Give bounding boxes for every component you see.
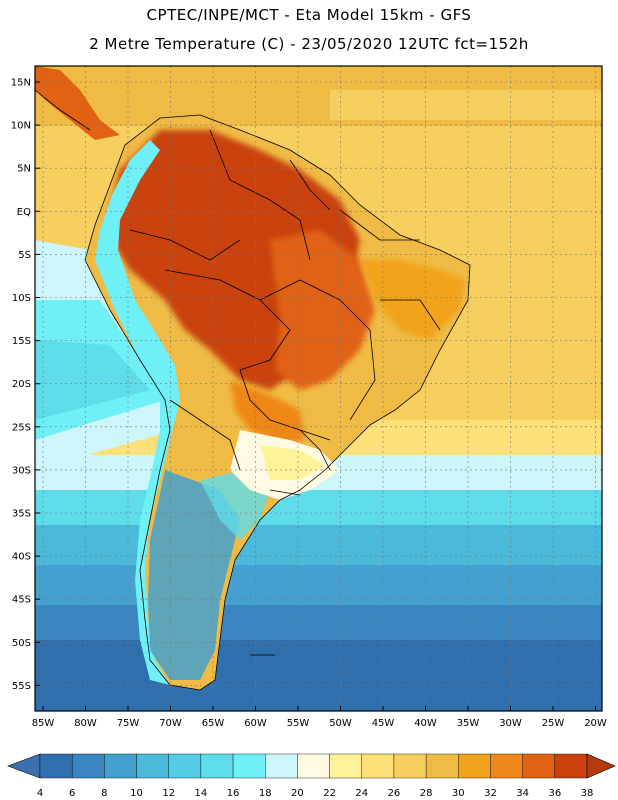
- lon-label: 80W: [74, 718, 97, 729]
- lat-label: 30S: [12, 465, 31, 476]
- colorbar-swatch: [490, 753, 523, 779]
- lat-label: 50S: [12, 638, 31, 649]
- colorbar-tick-label: 26: [388, 788, 401, 799]
- lon-label: 20W: [584, 718, 607, 729]
- colorbar-swatch: [393, 753, 427, 779]
- lat-label: 25S: [12, 422, 31, 433]
- colorbar-tick-label: 10: [130, 788, 143, 799]
- lon-label: 40W: [414, 718, 437, 729]
- colorbar-tick-label: 32: [484, 788, 497, 799]
- lon-label: 60W: [244, 718, 267, 729]
- colorbar-tick-label: 18: [259, 788, 272, 799]
- lon-label: 75W: [117, 718, 140, 729]
- colorbar-swatch: [425, 753, 459, 779]
- colorbar-swatch: [361, 753, 395, 779]
- lat-label: 15S: [12, 336, 31, 347]
- colorbar-swatch: [200, 753, 234, 779]
- colorbar-tick-label: 8: [101, 788, 107, 799]
- lat-label: 40S: [12, 552, 31, 563]
- colorbar-swatch: [168, 753, 202, 779]
- lat-label: 45S: [12, 595, 31, 606]
- title-line-1: CPTEC/INPE/MCT - Eta Model 15km - GFS: [146, 6, 472, 24]
- colorbar-swatch: [39, 753, 73, 779]
- lon-label: 70W: [159, 718, 182, 729]
- lon-label: 85W: [32, 718, 55, 729]
- lat-label: EQ: [17, 207, 31, 218]
- colorbar-tick-label: 20: [291, 788, 304, 799]
- colorbar-over-arrow: [586, 753, 616, 779]
- colorbar-tick-label: 6: [69, 788, 75, 799]
- colorbar-swatch: [458, 753, 491, 779]
- colorbar-swatch: [232, 753, 266, 779]
- lat-label: 15N: [11, 78, 31, 89]
- colorbar-tick-label: 16: [227, 788, 240, 799]
- colorbar-swatch: [522, 753, 556, 779]
- latitude-labels: 15N 10N 5N EQ 5S 10S 15S 20S 25S 30S 35S 40S 45S 50S 5…: [11, 78, 40, 692]
- lon-label: 25W: [542, 718, 565, 729]
- temperature-field: [35, 66, 602, 711]
- colorbar-swatch: [329, 753, 362, 779]
- colorbar-tick-label: 34: [516, 788, 529, 799]
- lat-label: 10N: [11, 121, 31, 132]
- lat-label: 5N: [17, 164, 31, 175]
- colorbar-swatch: [265, 753, 298, 779]
- colorbar-swatch: [554, 753, 588, 779]
- longitude-labels: 85W 80W 75W 70W 65W 60W 55W 50W 45W 40W 35W 30W 25W 2…: [32, 706, 607, 729]
- lat-label: 35S: [12, 509, 31, 520]
- colorbar-tick-label: 24: [355, 788, 368, 799]
- colorbar-swatch: [71, 753, 105, 779]
- political-borders: [35, 89, 471, 691]
- colorbar-swatch: [104, 753, 137, 779]
- colorbar-tick-label: 14: [195, 788, 208, 799]
- lon-label: 45W: [372, 718, 395, 729]
- lon-label: 35W: [457, 718, 480, 729]
- colorbar-tick-label: 4: [37, 788, 43, 799]
- map-frame: [34, 65, 603, 712]
- colorbar-swatch: [297, 753, 330, 779]
- lat-label: 20S: [12, 379, 31, 390]
- title-line-2: 2 Metre Temperature (C) - 23/05/2020 12U…: [89, 35, 529, 53]
- colorbar-tick-label: 36: [548, 788, 561, 799]
- lat-label: 55S: [12, 681, 31, 692]
- lon-label: 55W: [287, 718, 310, 729]
- colorbar-swatch: [136, 753, 169, 779]
- colorbar-tick-label: 38: [581, 788, 594, 799]
- colorbar-under-arrow: [7, 753, 41, 779]
- lat-label: 5S: [18, 250, 31, 261]
- colorbar-tick-label: 28: [420, 788, 433, 799]
- colorbar-tick-label: 12: [162, 788, 175, 799]
- lon-label: 65W: [202, 718, 225, 729]
- colorbar: 4 6 8 10 12 14 16 18 20 22 24 26 28 30 32 34 36 38: [7, 753, 616, 799]
- lat-label: 10S: [12, 293, 31, 304]
- colorbar-tick-label: 22: [323, 788, 336, 799]
- lon-label: 50W: [329, 718, 352, 729]
- lon-label: 30W: [499, 718, 522, 729]
- colorbar-tick-label: 30: [452, 788, 465, 799]
